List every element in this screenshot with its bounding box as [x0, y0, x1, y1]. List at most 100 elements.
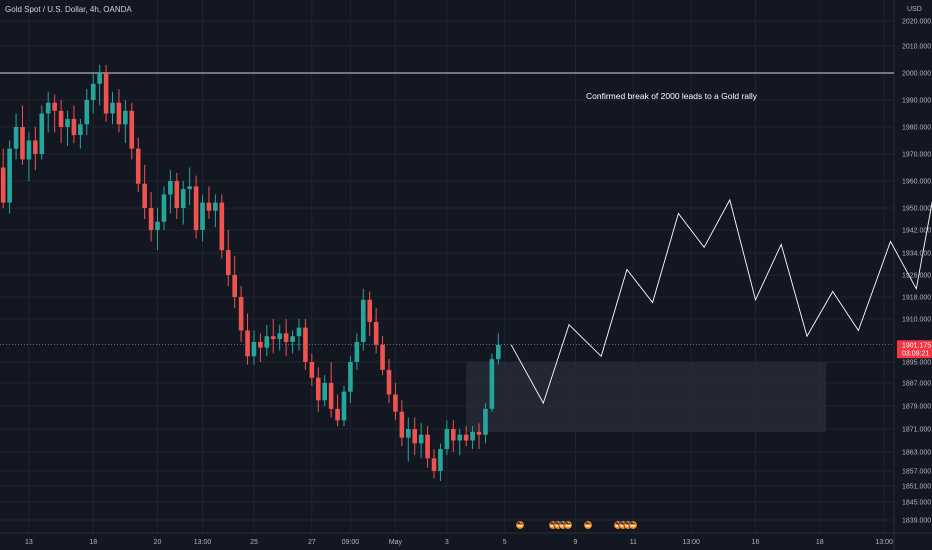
us-flag-event-icon[interactable]: [516, 521, 524, 529]
candle-body[interactable]: [136, 149, 141, 184]
candle-body[interactable]: [477, 432, 482, 435]
candle-body[interactable]: [187, 186, 192, 189]
candle-body[interactable]: [52, 103, 57, 111]
candle-body[interactable]: [181, 189, 186, 208]
demand-zone[interactable]: [466, 362, 826, 432]
candle-body[interactable]: [310, 362, 315, 378]
candle-body[interactable]: [271, 336, 276, 339]
candle-body[interactable]: [97, 73, 102, 84]
candle-body[interactable]: [400, 412, 405, 438]
price-tick-label: 1942.000: [902, 228, 931, 235]
candle-body[interactable]: [226, 250, 231, 275]
candle-body[interactable]: [59, 111, 64, 127]
candle-body[interactable]: [72, 119, 77, 135]
candle-body[interactable]: [406, 429, 411, 438]
time-tick-label: 13:00: [682, 539, 700, 546]
candle-body[interactable]: [277, 333, 282, 339]
candle-body[interactable]: [348, 362, 353, 392]
candle-body[interactable]: [361, 300, 366, 342]
candle-body[interactable]: [419, 435, 424, 444]
candle-body[interactable]: [168, 181, 173, 195]
candle-body[interactable]: [65, 119, 70, 127]
candle-body[interactable]: [490, 359, 495, 409]
candle-body[interactable]: [303, 328, 308, 362]
candle-body[interactable]: [220, 203, 225, 251]
candle-body[interactable]: [175, 181, 180, 208]
candle-body[interactable]: [149, 208, 154, 230]
candle-body[interactable]: [387, 370, 392, 395]
candle-body[interactable]: [470, 432, 475, 441]
candle-body[interactable]: [258, 342, 263, 348]
candle-body[interactable]: [380, 345, 385, 370]
candle-body[interactable]: [39, 114, 44, 155]
candle-body[interactable]: [20, 127, 25, 159]
candle-body[interactable]: [464, 435, 469, 441]
projection-path[interactable]: [511, 65, 932, 403]
candle-body[interactable]: [162, 195, 167, 222]
candle-body[interactable]: [451, 429, 456, 441]
flag-canton: [586, 522, 588, 524]
candle-body[interactable]: [322, 383, 327, 400]
candle-body[interactable]: [265, 336, 270, 347]
candle-body[interactable]: [425, 435, 430, 459]
candle-body[interactable]: [84, 100, 89, 124]
candle-body[interactable]: [483, 409, 488, 435]
current-price-value: 1901.175: [902, 342, 931, 349]
candle-body[interactable]: [155, 222, 160, 230]
candle-body[interactable]: [432, 458, 437, 471]
us-flag-event-icon[interactable]: [584, 521, 592, 529]
price-tick-label: 1934.000: [902, 251, 931, 258]
candle-body[interactable]: [239, 297, 244, 330]
candle-body[interactable]: [284, 333, 289, 342]
price-tick-label: 2010.000: [902, 44, 931, 51]
candle-body[interactable]: [27, 141, 32, 160]
candle-body[interactable]: [1, 168, 6, 203]
symbol-title: Gold Spot / U.S. Dollar, 4h, OANDA: [5, 5, 132, 14]
us-flag-event-icon[interactable]: [564, 521, 572, 529]
annotation-text[interactable]: Confirmed break of 2000 leads to a Gold …: [586, 91, 758, 101]
candle-body[interactable]: [78, 124, 83, 135]
candle-body[interactable]: [213, 203, 218, 211]
candle-body[interactable]: [207, 203, 212, 211]
candle-body[interactable]: [252, 342, 257, 356]
candle-body[interactable]: [355, 342, 360, 362]
candle-body[interactable]: [91, 84, 96, 100]
candle-body[interactable]: [496, 345, 501, 359]
candle-body[interactable]: [374, 322, 379, 345]
bar-countdown: 03:09:21: [902, 350, 929, 357]
us-flag-event-icon[interactable]: [629, 521, 637, 529]
candle-body[interactable]: [33, 141, 38, 155]
candle-body[interactable]: [104, 73, 109, 114]
price-tick-label: 1990.000: [902, 98, 931, 105]
candle-body[interactable]: [297, 328, 302, 337]
candle-body[interactable]: [329, 383, 334, 409]
time-tick-label: 18: [89, 539, 97, 546]
time-tick-label: 16: [752, 539, 760, 546]
candle-body[interactable]: [438, 449, 443, 471]
time-tick-label: 9: [574, 539, 578, 546]
candle-body[interactable]: [46, 103, 51, 114]
candle-body[interactable]: [457, 435, 462, 441]
time-tick-label: 25: [250, 539, 258, 546]
candle-body[interactable]: [194, 186, 199, 230]
candle-body[interactable]: [142, 184, 147, 208]
candle-body[interactable]: [245, 330, 250, 356]
candle-body[interactable]: [335, 409, 340, 421]
candle-body[interactable]: [200, 203, 205, 230]
candle-body[interactable]: [130, 111, 135, 149]
candle-body[interactable]: [232, 275, 237, 297]
candle-body[interactable]: [290, 336, 295, 342]
candle-body[interactable]: [412, 429, 417, 443]
candle-body[interactable]: [14, 127, 19, 149]
candle-body[interactable]: [367, 300, 372, 322]
candle-body[interactable]: [7, 149, 12, 203]
candle-body[interactable]: [393, 395, 398, 412]
candle-body[interactable]: [123, 111, 128, 125]
candle-body[interactable]: [117, 103, 122, 125]
candle-body[interactable]: [342, 392, 347, 421]
candle-body[interactable]: [316, 378, 321, 401]
candle-body[interactable]: [445, 429, 450, 449]
candle-body[interactable]: [110, 103, 115, 114]
